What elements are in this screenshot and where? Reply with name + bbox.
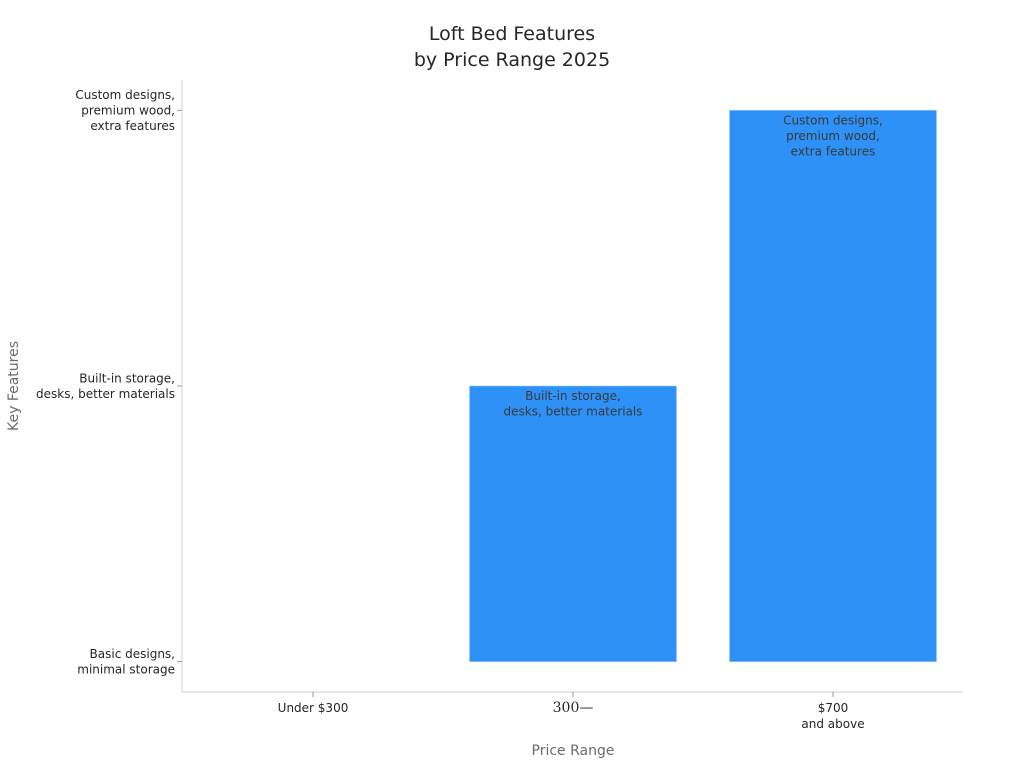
bar-data-label-1: Built-in storage, desks, better materials xyxy=(504,389,643,419)
y-tick-label-2: Custom designs, premium wood, extra featur… xyxy=(75,88,175,133)
y-tick-label-2-line: Custom designs, xyxy=(75,88,175,102)
chart-title-text-line: Loft Bed Features xyxy=(429,23,595,45)
bar-data-label-2-line: Custom designs, xyxy=(783,113,883,127)
y-tick-label-0-line: Basic designs, xyxy=(90,647,175,661)
x-tick-label-2-line: $700 xyxy=(818,701,849,715)
bar-data-label-2-line: premium wood, xyxy=(786,129,880,143)
bar-data-label-1-line: desks, better materials xyxy=(504,405,643,419)
x-tick-label-1-line: 300— xyxy=(553,700,594,716)
y-tick-label-0: Basic designs, minimal storage xyxy=(77,647,175,677)
x-tick-label-0: Under $300 xyxy=(278,701,349,715)
y-tick-label-1-line: desks, better materials xyxy=(36,387,175,401)
y-tick-label-1-line: Built-in storage, xyxy=(79,371,175,385)
y-tick-label-2-line: premium wood, xyxy=(81,103,175,117)
y-axis-ticks: Basic designs, minimal storage Built-in st… xyxy=(36,88,182,677)
x-axis-ticks: Under $300 300— $700 and above xyxy=(278,692,865,731)
x-tick-label-0-line: Under $300 xyxy=(278,701,349,715)
x-tick-label-2: $700 and above xyxy=(801,701,864,731)
chart-title: Loft Bed Features by Price Range 2025 xyxy=(414,23,610,71)
bar-2 xyxy=(729,110,937,662)
y-axis-label: Key Features xyxy=(6,341,22,431)
x-tick-label-2-line: and above xyxy=(801,717,864,731)
y-tick-label-0-line: minimal storage xyxy=(77,662,175,676)
bar-data-label-2-line: extra features xyxy=(791,144,876,158)
chart-title-text-line: by Price Range 2025 xyxy=(414,49,610,71)
bars: Built-in storage, desks, better materials… xyxy=(469,110,937,662)
bar-data-label-1-line: Built-in storage, xyxy=(525,389,621,403)
chart-title-text: Loft Bed Features by Price Range 2025 xyxy=(414,23,610,71)
bar-1 xyxy=(469,385,677,662)
bar-data-label-2: Custom designs, premium wood, extra featur… xyxy=(783,113,883,158)
y-tick-label-2-line: extra features xyxy=(90,119,175,133)
x-axis-label: Price Range xyxy=(532,743,615,759)
y-tick-label-1: Built-in storage, desks, better materials xyxy=(36,371,175,401)
x-tick-label-1: 300— xyxy=(553,700,594,716)
